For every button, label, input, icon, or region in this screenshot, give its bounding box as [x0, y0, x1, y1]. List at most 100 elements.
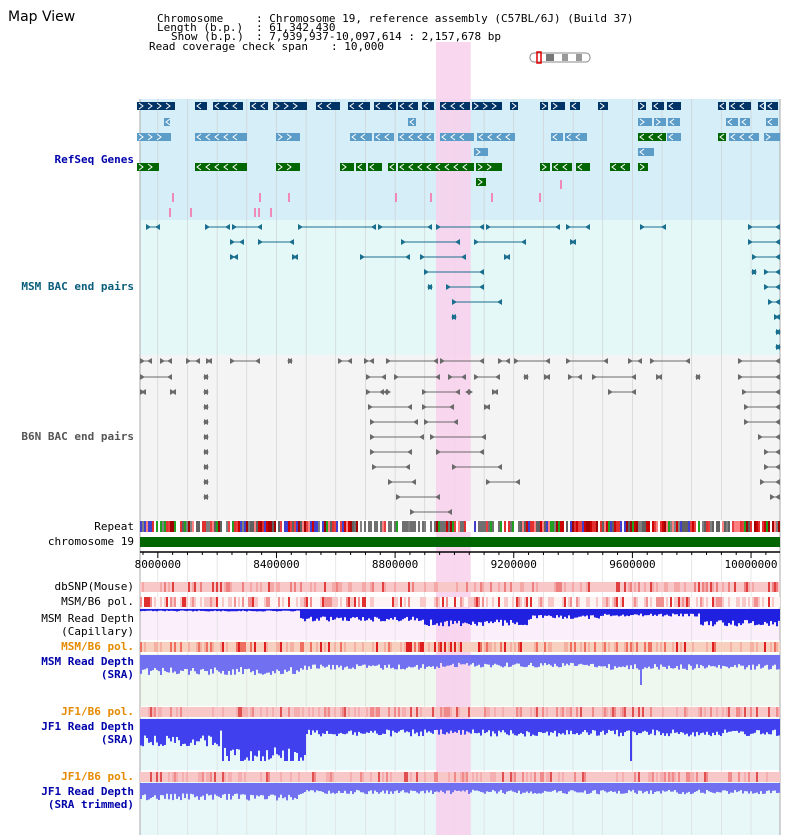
depth-bar [242, 609, 244, 611]
depth-bar [312, 655, 314, 665]
heat-cell [456, 707, 458, 717]
heat-cell [526, 772, 528, 782]
depth-bar [220, 783, 222, 798]
heat-cell [364, 707, 366, 717]
gene-body [638, 163, 648, 171]
heat-cell [722, 707, 724, 717]
depth-bar [646, 655, 648, 669]
repeat-segment [576, 521, 578, 532]
chromosome-ideogram[interactable] [529, 51, 591, 64]
heat-cell [768, 707, 770, 717]
heat-cell [358, 582, 360, 592]
depth-bar [392, 609, 394, 620]
heat-cell [572, 707, 574, 717]
heat-cell [268, 582, 270, 592]
heat-cell [568, 597, 570, 607]
heat-cell [508, 597, 510, 607]
heat-cell [194, 582, 196, 592]
heat-cell [598, 582, 600, 592]
repeat-segment [658, 521, 660, 532]
b6n-bac-pair [608, 389, 636, 395]
heat-cell [404, 642, 406, 652]
depth-bar [694, 719, 696, 737]
depth-bar [634, 655, 636, 665]
heat-cell [408, 642, 410, 652]
repeat-segment [690, 521, 692, 532]
heat-cell [512, 582, 514, 592]
heat-cell [240, 582, 242, 592]
depth-bar [440, 655, 442, 663]
heat-cell [526, 707, 528, 717]
depth-bar [676, 783, 678, 793]
heat-cell [760, 642, 762, 652]
gene-feature [474, 148, 488, 156]
depth-bar [180, 609, 182, 611]
heat-cell [594, 597, 596, 607]
heat-cell [406, 707, 408, 717]
heat-cell [704, 582, 706, 592]
heat-cell [748, 597, 750, 607]
heat-cell [718, 707, 720, 717]
heat-cell [396, 707, 398, 717]
repeat-segment [216, 521, 218, 532]
heat-cell [444, 582, 446, 592]
depth-bar [284, 609, 286, 611]
depth-bar [142, 783, 144, 796]
heat-cell [210, 772, 212, 782]
heat-cell [528, 772, 530, 782]
heat-cell [562, 642, 564, 652]
depth-bar [172, 783, 174, 801]
strand-arrow [205, 133, 211, 141]
depth-bar [354, 719, 356, 733]
depth-bar [748, 719, 750, 736]
depth-bar [712, 783, 714, 793]
depth-bar [776, 655, 778, 670]
heat-cell [590, 582, 592, 592]
heat-cell [400, 707, 402, 717]
heat-cell [704, 642, 706, 652]
depth-bar [642, 655, 644, 670]
heat-cell [778, 707, 780, 717]
depth-bar [704, 609, 706, 622]
repeat-segment [608, 521, 610, 532]
heat-cell [630, 582, 632, 592]
depth-bar [278, 609, 280, 612]
heat-cell [592, 707, 594, 717]
depth-bar [706, 719, 708, 732]
heat-cell [300, 707, 302, 717]
depth-bar [352, 609, 354, 618]
heat-cell [744, 707, 746, 717]
heat-cell [422, 707, 424, 717]
repeat-segment [676, 521, 678, 532]
gene-body [576, 163, 590, 171]
heat-cell [312, 772, 314, 782]
depth-bar [344, 609, 346, 618]
depth-bar [432, 783, 434, 794]
pair-end-right [405, 464, 410, 470]
depth-bar [664, 655, 666, 667]
depth-bar [310, 719, 312, 735]
heat-cell [606, 707, 608, 717]
depth-bar [616, 719, 618, 730]
heat-cell [550, 772, 552, 782]
pair-end-left [628, 358, 633, 364]
gene-feature [408, 118, 416, 126]
repeat-segment [426, 521, 428, 532]
depth-bar [626, 719, 628, 731]
depth-bar [172, 655, 174, 673]
depth-bar [220, 655, 222, 674]
depth-bar [330, 783, 332, 794]
heat-cell [470, 772, 472, 782]
show-value: : 7,939,937-10,097,614 : 2,157,678 bp [256, 30, 502, 43]
heat-cell [412, 642, 414, 652]
repeat-segment [616, 521, 618, 532]
depth-bar [186, 655, 188, 670]
heat-cell [442, 772, 444, 782]
heat-cell [334, 772, 336, 782]
heat-cell [462, 642, 464, 652]
repeat-segment [606, 521, 608, 532]
pair-end-left [748, 224, 753, 230]
repeat-segment [450, 521, 452, 532]
depth-bar [390, 783, 392, 792]
